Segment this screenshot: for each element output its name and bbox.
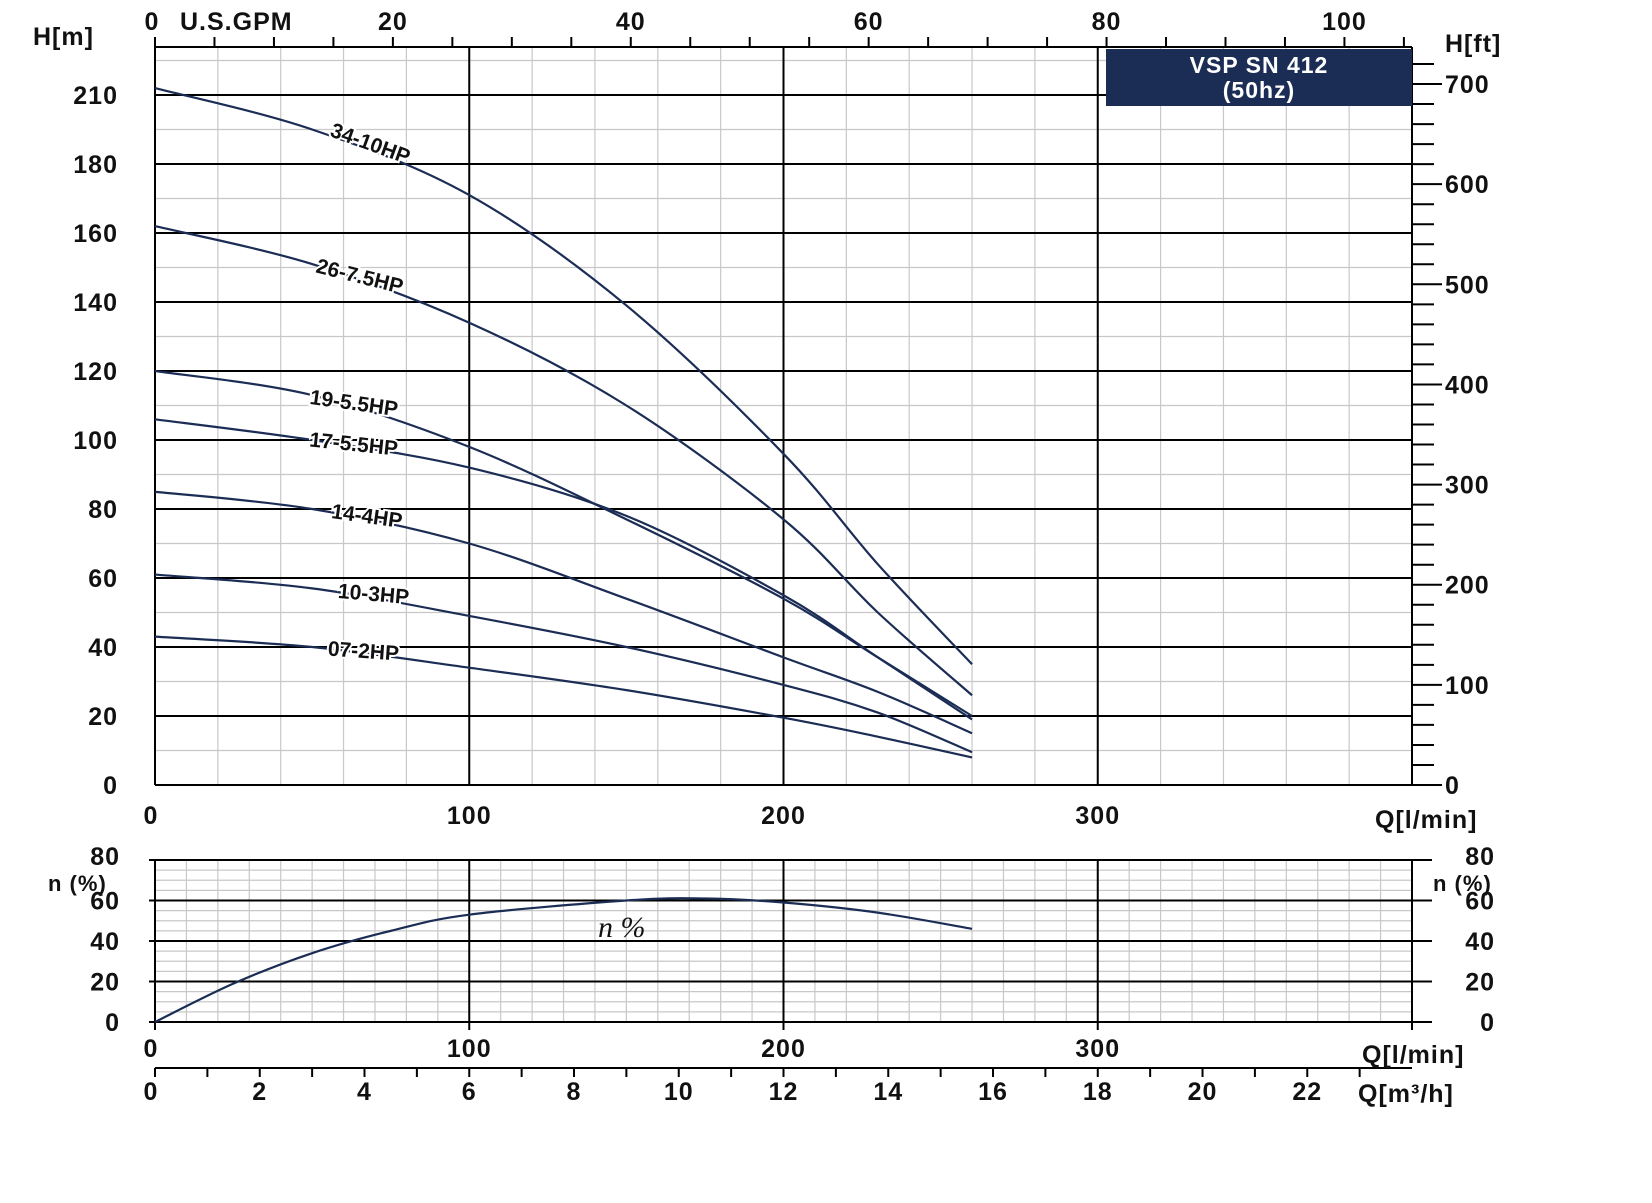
curve-label: 07-2HP: [327, 638, 400, 666]
m3h-tick-label: 18: [1083, 1078, 1113, 1106]
curve-34-10HP: [154, 87, 973, 666]
curve-label: 26-7.5HP: [314, 255, 406, 299]
gpm-tick-label: 0: [145, 8, 160, 36]
x-tick-label: 100: [447, 802, 492, 830]
curve-14-4HP: [154, 490, 973, 735]
efficiency-curve: [154, 897, 973, 1023]
y-tick-label: 180: [73, 151, 118, 179]
eff-y-tick-label-right: 0: [1480, 1009, 1495, 1037]
ft-tick-label: 200: [1445, 572, 1490, 600]
model-badge: [1106, 49, 1412, 106]
y-tick-label: 120: [73, 358, 118, 386]
y-tick-label: 160: [73, 220, 118, 248]
efficiency-curve-label: n %: [598, 911, 646, 944]
eff-x-tick-label: 200: [761, 1035, 806, 1063]
x-tick-label: 300: [1075, 802, 1120, 830]
eff-x-tick-label: 300: [1075, 1035, 1120, 1063]
gpm-tick-label: 80: [1092, 8, 1122, 36]
m3h-tick-label: 0: [144, 1078, 159, 1106]
eff-x-tick-label: 0: [144, 1035, 159, 1063]
y-tick-label: 0: [103, 772, 118, 800]
y-tick-label: 210: [73, 82, 118, 110]
m3h-tick-label: 6: [462, 1078, 477, 1106]
gpm-tick-label: 40: [616, 8, 646, 36]
m3h-tick-label: 10: [664, 1078, 694, 1106]
eff-y-tick-label: 20: [90, 969, 120, 997]
curve-17-5.5HP: [154, 418, 973, 721]
m3h-tick-label: 12: [769, 1078, 799, 1106]
m3h-tick-label: 16: [978, 1078, 1008, 1106]
x-axis-title: Q[l/min]: [1375, 806, 1477, 834]
eff-x-title: Q[l/min]: [1362, 1041, 1464, 1069]
ft-tick-label: 500: [1445, 271, 1490, 299]
m3h-tick-label: 8: [567, 1078, 582, 1106]
eff-y-title-left: n (%): [48, 871, 107, 896]
curve-label: 17-5.5HP: [308, 428, 399, 460]
m3h-tick-label: 20: [1188, 1078, 1218, 1106]
y-axis-title-left: H[m]: [33, 23, 94, 51]
eff-y-tick-label-right: 40: [1465, 928, 1495, 956]
eff-y-title-right: n (%): [1433, 871, 1492, 896]
eff-y-tick-label: 60: [90, 888, 120, 916]
eff-y-tick-label-right: 80: [1465, 843, 1495, 871]
y-axis-title-right: H[ft]: [1445, 30, 1501, 58]
y-tick-label: 40: [88, 634, 118, 662]
curve-label: 10-3HP: [337, 580, 410, 609]
ft-tick-label: 100: [1445, 672, 1490, 700]
top-axis-title: U.S.GPM: [180, 8, 293, 36]
ft-tick-label: 300: [1445, 472, 1490, 500]
x-tick-label: 0: [144, 802, 159, 830]
eff-y-tick-label-right: 20: [1465, 969, 1495, 997]
m3h-tick-label: 2: [252, 1078, 267, 1106]
gpm-tick-label: 100: [1322, 8, 1367, 36]
ft-tick-label: 600: [1445, 171, 1490, 199]
eff-y-tick-label: 40: [90, 928, 120, 956]
gpm-tick-label: 20: [378, 8, 408, 36]
curve-26-7.5HP: [154, 225, 973, 697]
x-tick-label: 200: [761, 802, 806, 830]
y-tick-label: 20: [88, 703, 118, 731]
y-tick-label: 80: [88, 496, 118, 524]
m3h-tick-label: 14: [873, 1078, 903, 1106]
curve-label: 14-4HP: [330, 500, 404, 533]
curve-07-2HP: [154, 635, 973, 759]
y-tick-label: 100: [73, 427, 118, 455]
curve-label: 34-10HP: [327, 119, 413, 169]
model-title: VSP SN 412: [1190, 52, 1329, 78]
ft-tick-label: 700: [1445, 71, 1490, 99]
ft-tick-label: 400: [1445, 371, 1490, 399]
m3h-tick-label: 22: [1292, 1078, 1322, 1106]
ft-tick-label: 0: [1445, 772, 1460, 800]
m3h-axis-title: Q[m³/h]: [1358, 1080, 1454, 1108]
y-tick-label: 60: [88, 565, 118, 593]
model-subtitle: (50hz): [1223, 77, 1295, 103]
eff-y-tick-label: 80: [90, 843, 120, 871]
y-tick-label: 140: [73, 289, 118, 317]
eff-x-tick-label: 100: [447, 1035, 492, 1063]
m3h-tick-label: 4: [357, 1078, 372, 1106]
curve-label: 19-5.5HP: [308, 386, 399, 421]
gpm-tick-label: 60: [854, 8, 884, 36]
eff-y-tick-label-right: 60: [1465, 888, 1495, 916]
curve-10-3HP: [154, 573, 973, 754]
eff-y-tick-label: 0: [105, 1009, 120, 1037]
